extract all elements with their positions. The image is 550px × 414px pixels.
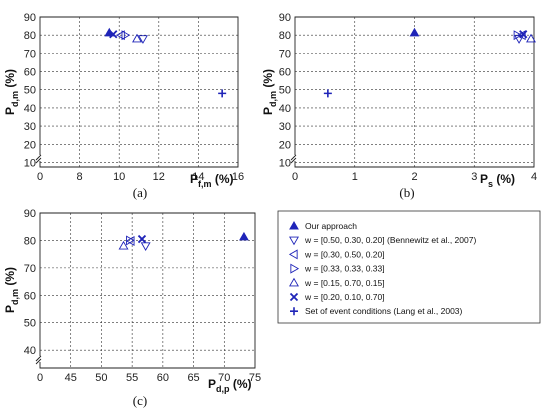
legend-label: Our approach (305, 221, 357, 231)
y-tick-label: 90 (24, 12, 36, 24)
y-tick-label: 90 (279, 12, 291, 24)
y-tick-label: 10 (24, 157, 36, 169)
y-tick-label: 50 (279, 85, 291, 97)
data-point-plus (323, 89, 332, 98)
x-axis-label: Ps (%) (480, 172, 515, 189)
y-tick-label: 50 (24, 85, 36, 97)
legend-marker-triangle-up (289, 277, 299, 287)
y-tick-label: 60 (24, 290, 36, 302)
legend: Our approach w = [0.50, 0.30, 0.20] (Benn… (277, 210, 541, 324)
data-point-plus (218, 89, 227, 98)
legend-marker-plus (290, 307, 298, 316)
data-point-triangle-right (126, 235, 135, 246)
x-axis-label: Pf,m (%) (190, 172, 234, 189)
y-axis-label: Pd,m (%) (3, 69, 20, 115)
y-axis-label: Pd,m (%) (3, 267, 20, 313)
legend-label: w = [0.33, 0.33, 0.33] (304, 264, 385, 274)
legend-marker-triangle-left (288, 249, 298, 260)
plot-frame (294, 16, 535, 168)
x-axis-label: Pd,p (%) (208, 377, 252, 394)
y-tick-label: 60 (24, 67, 36, 79)
data-point-x (109, 30, 118, 39)
y-axis-break (35, 355, 42, 365)
x-tick-label: 4 (531, 171, 537, 183)
data-point-triangle-up (526, 33, 536, 43)
y-axis-break (290, 154, 297, 164)
y-tick-label: 90 (24, 208, 36, 220)
y-tick-label: 60 (279, 67, 291, 79)
x-tick-label: 50 (95, 372, 107, 384)
y-axis-break (35, 154, 42, 164)
y-tick-label: 70 (24, 48, 36, 60)
data-point-triangle-up (132, 33, 142, 43)
x-tick-label: 16 (232, 171, 244, 183)
x-tick-label: 60 (157, 372, 169, 384)
y-tick-label: 50 (24, 318, 36, 330)
data-point-triangle-right (121, 30, 131, 41)
y-axis-label: Pd,m (%) (261, 69, 278, 115)
y-tick-label: 80 (279, 30, 291, 42)
y-tick-label: 80 (24, 235, 36, 247)
y-tick-label: 20 (279, 139, 291, 151)
data-point-triangle-down (140, 242, 151, 252)
x-tick-label: 12 (153, 171, 165, 183)
x-tick-label: 0 (37, 171, 43, 183)
data-point-triangle-down (137, 35, 148, 44)
y-tick-label: 80 (24, 30, 36, 42)
data-point-x (137, 234, 147, 244)
data-point-triangle-up-filled (409, 27, 420, 37)
y-tick-label: 30 (24, 121, 36, 133)
legend-marker-triangle-up-filled (289, 220, 299, 230)
y-tick-label: 40 (24, 345, 36, 357)
y-tick-label: 40 (24, 103, 36, 115)
legend-label: w = [0.50, 0.30, 0.20] (Bennewitz et al.… (304, 235, 476, 245)
legend-marker-triangle-down (289, 236, 299, 246)
data-point-triangle-right (513, 30, 523, 41)
x-tick-label: 75 (249, 372, 261, 384)
legend-label: w = [0.30, 0.50, 0.20] (304, 249, 385, 259)
legend-label: Set of event conditions (Lang et al., 20… (305, 306, 463, 316)
x-tick-label: 8 (77, 171, 83, 183)
data-point-triangle-up (118, 240, 129, 250)
x-tick-label: 1 (352, 171, 358, 183)
legend-label: w = [0.15, 0.70, 0.15] (304, 278, 385, 288)
data-point-x (519, 30, 528, 39)
x-tick-label: 14 (192, 171, 204, 183)
y-tick-label: 20 (24, 139, 36, 151)
x-tick-label: 0 (37, 372, 43, 384)
panel-label: (a) (133, 185, 147, 200)
chart-panel-a: 10 20 30 40 50 60 70 80 90 0 8 10 12 14 16 (a) Pf,m (%) P… (3, 12, 244, 200)
plot-frame (39, 16, 239, 168)
y-tick-label: 70 (24, 263, 36, 275)
x-tick-label: 70 (218, 372, 230, 384)
legend-label: w = [0.20, 0.10, 0.70] (304, 292, 385, 302)
x-tick-label: 45 (65, 372, 77, 384)
x-tick-label: 2 (411, 171, 417, 183)
chart-panel-c: 40 50 60 70 80 90 0 45 50 55 60 65 70 75 (c) Pd,p (%) Pd… (3, 208, 261, 408)
y-tick-label: 30 (279, 121, 291, 133)
y-tick-label: 70 (279, 48, 291, 60)
x-tick-label: 0 (292, 171, 298, 183)
x-tick-label: 3 (471, 171, 477, 183)
x-tick-label: 10 (113, 171, 125, 183)
data-point-triangle-left (116, 30, 125, 41)
chart-panel-b: 10 20 30 40 50 60 70 80 90 0 1 2 3 4 (b) Ps (%) Pd,m (%) (261, 12, 537, 200)
panel-label: (b) (399, 185, 414, 200)
x-tick-label: 65 (187, 372, 199, 384)
plot-frame (39, 212, 256, 369)
legend-marker-triangle-right (290, 263, 300, 274)
x-tick-label: 55 (126, 372, 138, 384)
legend-marker-x (289, 292, 299, 302)
panel-label: (c) (133, 393, 147, 408)
data-point-triangle-up-filled (239, 231, 249, 241)
y-tick-label: 10 (279, 157, 291, 169)
y-tick-label: 40 (279, 103, 291, 115)
legend-box (277, 210, 541, 324)
